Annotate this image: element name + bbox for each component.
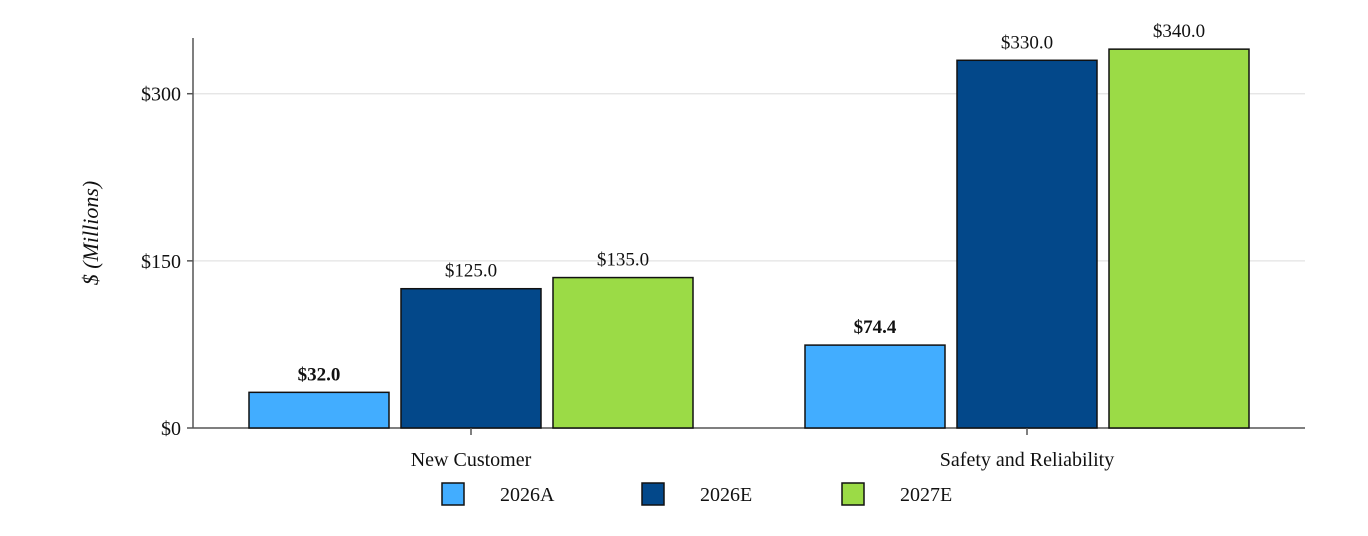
legend-label: 2026E xyxy=(700,484,752,506)
legend-swatch-2026A xyxy=(441,482,465,506)
bar-value-label: $135.0 xyxy=(597,250,649,271)
bar-2027E xyxy=(1108,48,1250,429)
legend-swatch-2027E xyxy=(841,482,865,506)
bars xyxy=(248,48,1250,429)
y-tick-label: $300 xyxy=(141,84,181,106)
bar-value-label: $32.0 xyxy=(298,364,341,385)
legend-label: 2026A xyxy=(500,484,555,506)
bar-2026A xyxy=(804,344,946,429)
bar-2026E xyxy=(956,59,1098,429)
bar-2027E xyxy=(552,276,694,429)
y-axis-title: $ (Millions) xyxy=(78,181,103,286)
bar-value-label: $340.0 xyxy=(1153,21,1205,42)
category-label: New Customer xyxy=(411,449,532,471)
y-tick-label: $150 xyxy=(141,251,181,273)
legend-swatch-2026E xyxy=(641,482,665,506)
bar-value-label: $125.0 xyxy=(445,261,497,282)
y-tick-label: $0 xyxy=(161,418,181,440)
bar-2026E xyxy=(400,287,542,429)
legend: 2026A 2026E 2027E xyxy=(441,482,952,506)
category-labels: New Customer Safety and Reliability xyxy=(411,428,1114,471)
bar-2026A xyxy=(248,391,390,429)
y-tick-labels: $0 $150 $300 xyxy=(141,84,181,440)
bar-value-label: $74.4 xyxy=(854,317,897,338)
bar-value-labels: $32.0 $125.0 $135.0 $74.4 $330.0 $340.0 xyxy=(298,21,1206,385)
legend-label: 2027E xyxy=(900,484,952,506)
bar-value-label: $330.0 xyxy=(1001,32,1053,53)
category-label: Safety and Reliability xyxy=(940,449,1114,471)
